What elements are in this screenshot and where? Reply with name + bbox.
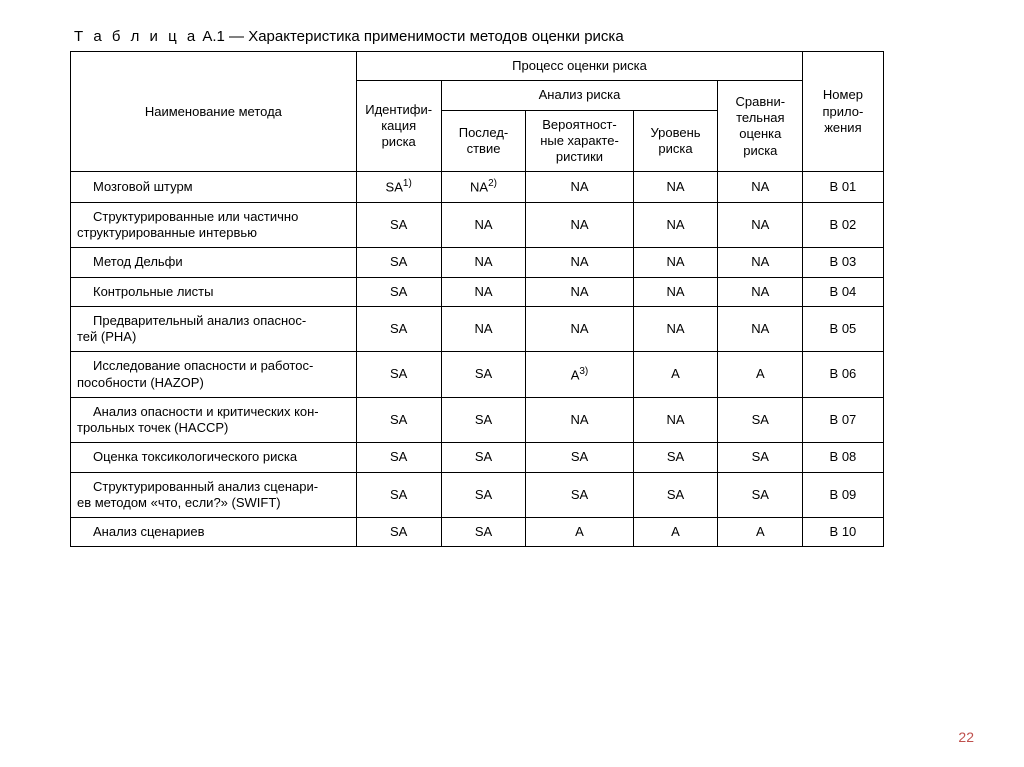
table-row: Анализ сценариевSASAAAAB 10 bbox=[71, 518, 964, 547]
value-cell: B 04 bbox=[803, 277, 883, 306]
value-cell: SA bbox=[356, 518, 441, 547]
value-cell: SA bbox=[633, 443, 718, 472]
value-cell: NA bbox=[526, 248, 633, 277]
value-cell: SA bbox=[356, 397, 441, 443]
value-cell: SA bbox=[356, 248, 441, 277]
value-cell: SA bbox=[441, 397, 526, 443]
value-cell: NA bbox=[441, 277, 526, 306]
value-cell: SA bbox=[441, 472, 526, 518]
th-process: Процесс оценки риска bbox=[356, 52, 802, 81]
value-cell: NA bbox=[441, 202, 526, 248]
value-cell: NA bbox=[633, 202, 718, 248]
table-row: Структурированные или частично структури… bbox=[71, 202, 964, 248]
value-cell: SA bbox=[356, 472, 441, 518]
th-probability: Вероятност-ные характе-ристики bbox=[526, 110, 633, 172]
value-cell: B 08 bbox=[803, 443, 883, 472]
method-name-cell: Исследование опасности и работос-пособно… bbox=[71, 352, 357, 398]
value-cell: NA bbox=[633, 306, 718, 352]
method-name-cell: Анализ опасности и критических кон-троль… bbox=[71, 397, 357, 443]
th-consequence: Послед-ствие bbox=[441, 110, 526, 172]
th-method-name: Наименование метода bbox=[71, 52, 357, 172]
value-cell: SA bbox=[356, 352, 441, 398]
value-cell: NA bbox=[526, 172, 633, 203]
table-row: Предварительный анализ опаснос-тей (PHA)… bbox=[71, 306, 964, 352]
value-cell: NA bbox=[718, 172, 803, 203]
value-cell: NA bbox=[718, 306, 803, 352]
method-name-cell: Предварительный анализ опаснос-тей (PHA) bbox=[71, 306, 357, 352]
value-cell: NA bbox=[633, 172, 718, 203]
table-caption: Т а б л и ц а А.1 — Характеристика приме… bbox=[74, 28, 964, 45]
value-cell: NA bbox=[633, 248, 718, 277]
value-cell: B 02 bbox=[803, 202, 883, 248]
table-row: Оценка токсикологического рискаSASASASAS… bbox=[71, 443, 964, 472]
method-name-cell: Контрольные листы bbox=[71, 277, 357, 306]
th-identification: Идентифи-кацияриска bbox=[356, 81, 441, 172]
value-cell: NA bbox=[441, 306, 526, 352]
th-analysis: Анализ риска bbox=[441, 81, 718, 110]
value-cell: SA bbox=[718, 472, 803, 518]
method-name-cell: Мозговой штурм bbox=[71, 172, 357, 203]
value-cell: SA bbox=[441, 352, 526, 398]
value-cell: A bbox=[526, 518, 633, 547]
risk-methods-table: Наименование метода Процесс оценки риска… bbox=[70, 51, 964, 547]
value-cell: B 05 bbox=[803, 306, 883, 352]
value-cell: SA bbox=[441, 443, 526, 472]
value-cell: SA bbox=[718, 443, 803, 472]
method-name-cell: Анализ сценариев bbox=[71, 518, 357, 547]
th-comparative: Сравни-тельнаяоценкариска bbox=[718, 81, 803, 172]
value-cell: A3) bbox=[526, 352, 633, 398]
page-number: 22 bbox=[958, 729, 974, 745]
value-cell: A bbox=[633, 518, 718, 547]
value-cell: NA bbox=[526, 306, 633, 352]
value-cell: B 09 bbox=[803, 472, 883, 518]
value-cell: SA bbox=[526, 443, 633, 472]
table-row: Контрольные листыSANANANANAB 04 bbox=[71, 277, 964, 306]
value-cell: NA bbox=[526, 277, 633, 306]
value-cell: NA bbox=[718, 248, 803, 277]
value-cell: B 10 bbox=[803, 518, 883, 547]
value-cell: SA bbox=[356, 443, 441, 472]
value-cell: SA bbox=[356, 277, 441, 306]
table-row: Структурированный анализ сценари-ев мето… bbox=[71, 472, 964, 518]
value-cell: NA2) bbox=[441, 172, 526, 203]
value-cell: SA bbox=[356, 202, 441, 248]
value-cell: A bbox=[633, 352, 718, 398]
value-cell: SA bbox=[718, 397, 803, 443]
value-cell: B 01 bbox=[803, 172, 883, 203]
value-cell: B 03 bbox=[803, 248, 883, 277]
table-row: Мозговой штурмSA1)NA2)NANANAB 01 bbox=[71, 172, 964, 203]
value-cell: NA bbox=[718, 202, 803, 248]
method-name-cell: Метод Дельфи bbox=[71, 248, 357, 277]
value-cell: NA bbox=[526, 397, 633, 443]
table-row: Анализ опасности и критических кон-троль… bbox=[71, 397, 964, 443]
value-cell: SA bbox=[633, 472, 718, 518]
th-appendix: Номерприло-жения bbox=[803, 52, 883, 172]
value-cell: A bbox=[718, 518, 803, 547]
value-cell: A bbox=[718, 352, 803, 398]
method-name-cell: Структурированный анализ сценари-ев мето… bbox=[71, 472, 357, 518]
value-cell: NA bbox=[526, 202, 633, 248]
method-name-cell: Структурированные или частично структури… bbox=[71, 202, 357, 248]
value-cell: NA bbox=[633, 277, 718, 306]
caption-rest: А.1 — Характеристика применимости методо… bbox=[198, 28, 624, 45]
th-risk-level: Уровеньриска bbox=[633, 110, 718, 172]
value-cell: B 06 bbox=[803, 352, 883, 398]
value-cell: NA bbox=[633, 397, 718, 443]
value-cell: NA bbox=[441, 248, 526, 277]
method-name-cell: Оценка токсикологического риска bbox=[71, 443, 357, 472]
value-cell: SA bbox=[356, 306, 441, 352]
value-cell: SA1) bbox=[356, 172, 441, 203]
value-cell: B 07 bbox=[803, 397, 883, 443]
value-cell: SA bbox=[526, 472, 633, 518]
table-row: Исследование опасности и работос-пособно… bbox=[71, 352, 964, 398]
value-cell: NA bbox=[718, 277, 803, 306]
caption-prefix: Т а б л и ц а bbox=[74, 28, 198, 45]
value-cell: SA bbox=[441, 518, 526, 547]
table-row: Метод ДельфиSANANANANAB 03 bbox=[71, 248, 964, 277]
